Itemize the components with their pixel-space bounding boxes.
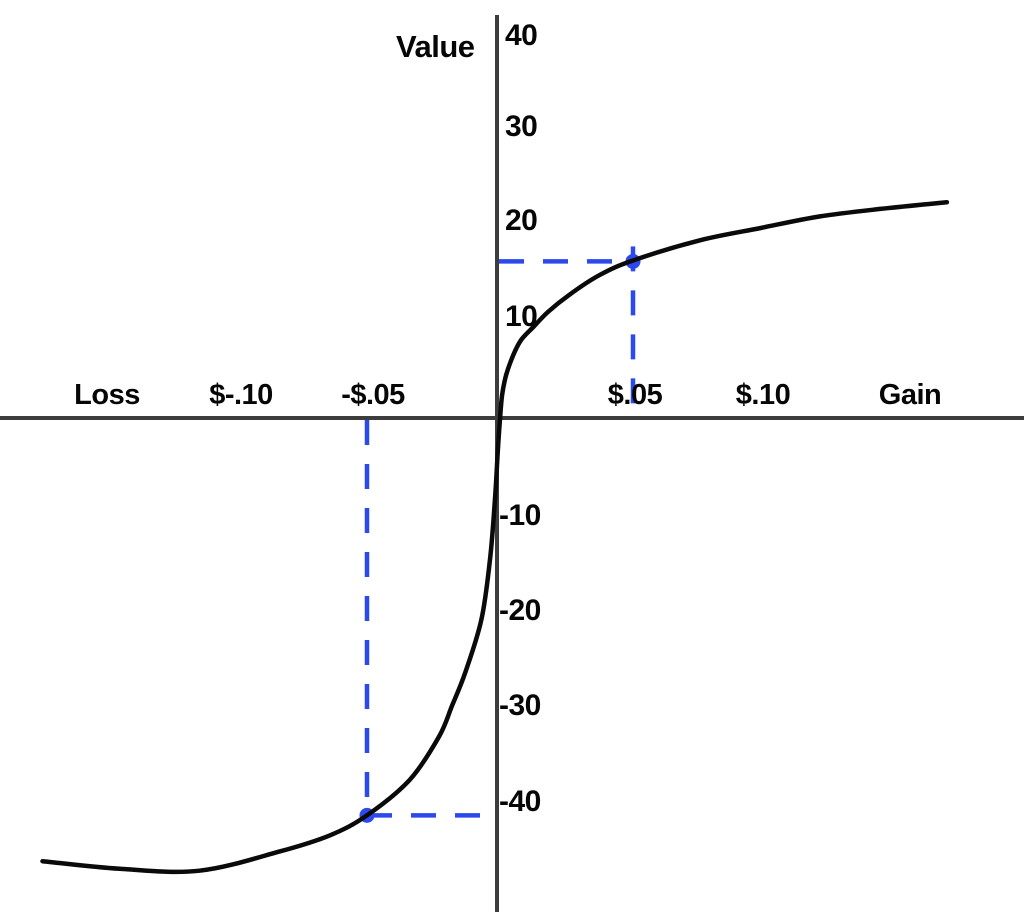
y-axis-title: Value bbox=[396, 29, 475, 64]
y-tick-10: 10 bbox=[505, 300, 538, 333]
value-curve bbox=[40, 199, 950, 875]
annotation-layer bbox=[359, 246, 641, 823]
x-tick-neg-10c: $-.10 bbox=[209, 379, 273, 411]
x-axis-gain-label: Gain bbox=[878, 379, 942, 411]
x-tick-pos-10c: $.10 bbox=[735, 379, 791, 411]
x-axis-loss-label: Loss bbox=[74, 379, 140, 411]
y-tick-neg-30: -30 bbox=[499, 689, 541, 722]
x-tick-pos-05c: $.05 bbox=[607, 379, 663, 411]
y-tick-neg-40: -40 bbox=[499, 785, 541, 818]
y-tick-30: 30 bbox=[505, 110, 538, 143]
x-tick-neg-05c: -$.05 bbox=[341, 379, 405, 411]
y-tick-neg-20: -20 bbox=[499, 594, 541, 627]
y-tick-40: 40 bbox=[505, 19, 538, 52]
y-tick-neg-10: -10 bbox=[499, 499, 541, 532]
y-tick-20: 20 bbox=[505, 204, 538, 237]
